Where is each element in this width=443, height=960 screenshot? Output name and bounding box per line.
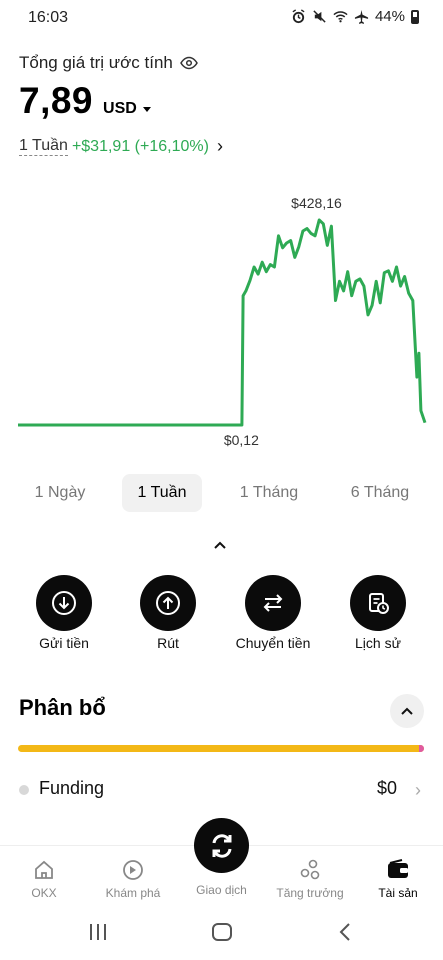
status-icons: 44%: [291, 8, 419, 25]
chart-min-label: $0,12: [224, 432, 259, 448]
quick-actions: Gửi tiền Rút Chuyển tiền Lịch sử: [0, 575, 443, 655]
caret-down-icon: [142, 106, 151, 112]
chart-line: [18, 218, 427, 427]
chevron-right-icon: ›: [415, 780, 421, 800]
history-label: Lịch sử: [355, 635, 401, 651]
tab-assets[interactable]: Tài sản: [358, 846, 438, 900]
range-1-week[interactable]: 1 Tuần: [122, 474, 202, 512]
chart-max-label: $428,16: [291, 195, 342, 211]
battery-icon: [411, 9, 419, 24]
trade-button[interactable]: [194, 818, 249, 873]
tab-assets-label: Tài sản: [378, 886, 418, 900]
currency-label: USD: [103, 100, 137, 117]
time-range-tabs: 1 Ngày 1 Tuần 1 Tháng 6 Tháng: [0, 474, 443, 514]
pnl-period: 1 Tuần: [19, 137, 68, 156]
balance: 7,89 USD: [19, 80, 151, 122]
eye-icon[interactable]: [180, 56, 198, 70]
withdraw-button[interactable]: Rút: [118, 575, 218, 651]
range-6-months[interactable]: 6 Tháng: [350, 484, 410, 501]
allocation-bar: [18, 745, 424, 752]
funding-row[interactable]: Funding $0 ›: [0, 775, 443, 805]
recent-apps-icon[interactable]: [88, 923, 108, 941]
tab-explore[interactable]: Khám phá: [93, 846, 173, 900]
wifi-icon: [333, 11, 348, 23]
tab-okx[interactable]: OKX: [4, 846, 84, 900]
balance-chart[interactable]: $428,16 $0,12: [0, 190, 443, 450]
tab-growth-label: Tăng trưởng: [276, 886, 344, 900]
range-1-month[interactable]: 1 Tháng: [239, 484, 299, 501]
tab-trade-label: Giao dịch: [196, 883, 247, 897]
currency-selector[interactable]: USD: [103, 100, 151, 118]
funding-dot: [19, 785, 29, 795]
explore-icon: [123, 860, 143, 880]
transfer-icon: [245, 575, 301, 631]
status-time: 16:03: [28, 9, 69, 26]
allocation-title: Phân bổ: [19, 695, 106, 720]
chevron-up-icon[interactable]: [212, 539, 228, 551]
pnl-row[interactable]: 1 Tuần +$31,91 (+16,10%) ›: [19, 136, 223, 157]
trade-icon: [212, 833, 231, 858]
chevron-up-icon: [401, 707, 413, 715]
chevron-right-icon: ›: [216, 136, 223, 156]
tab-okx-label: OKX: [31, 886, 57, 900]
estimated-value-label: Tổng giá trị ước tính: [19, 53, 198, 73]
funding-amount: $0: [376, 778, 397, 798]
withdraw-icon: [140, 575, 196, 631]
transfer-button[interactable]: Chuyển tiền: [223, 575, 323, 651]
growth-icon: [300, 859, 320, 880]
range-1-day[interactable]: 1 Ngày: [34, 484, 86, 501]
battery-percent: 44%: [374, 8, 405, 25]
estimated-value-text: Tổng giá trị ước tính: [19, 53, 173, 72]
transfer-label: Chuyển tiền: [235, 635, 311, 651]
alarm-icon: [292, 9, 305, 24]
pnl-change: +$31,91 (+16,10%): [71, 137, 209, 155]
history-button[interactable]: Lịch sử: [328, 575, 428, 651]
back-icon[interactable]: [337, 922, 353, 942]
airplane-icon: [354, 9, 369, 24]
tab-growth[interactable]: Tăng trưởng: [270, 846, 350, 900]
deposit-button[interactable]: Gửi tiền: [14, 575, 114, 651]
bottom-tab-bar: OKX Khám phá Tăng trưởng Tài sản: [0, 845, 443, 904]
home-button-icon[interactable]: [211, 922, 233, 942]
system-nav-bar: [0, 903, 443, 960]
home-icon: [35, 860, 53, 879]
funding-name: Funding: [39, 778, 105, 798]
deposit-label: Gửi tiền: [39, 635, 89, 651]
status-bar: 16:03 44%: [0, 0, 443, 36]
withdraw-label: Rút: [157, 635, 179, 651]
balance-value: 7,89: [19, 80, 94, 121]
wallet-icon: [388, 859, 408, 878]
tab-explore-label: Khám phá: [105, 886, 161, 900]
allocation-collapse-button[interactable]: [390, 694, 424, 728]
history-icon: [350, 575, 406, 631]
deposit-icon: [36, 575, 92, 631]
allocation-bar-segment: [419, 745, 424, 752]
mute-icon: [313, 10, 326, 23]
